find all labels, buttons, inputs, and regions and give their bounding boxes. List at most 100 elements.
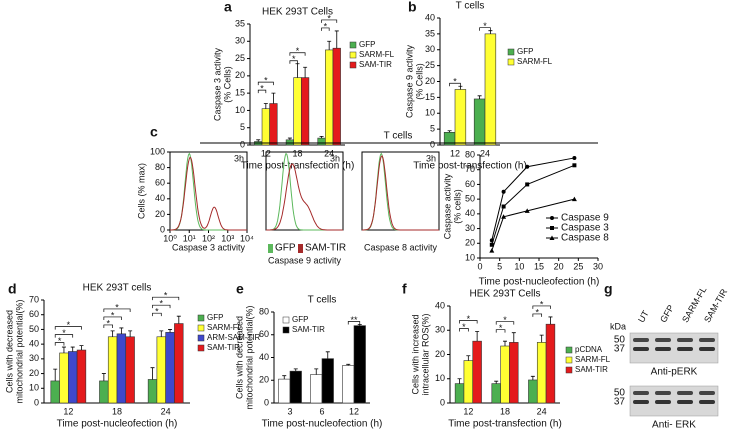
- x-axis-label: Time post-nucleofection (h): [57, 419, 178, 430]
- series-line: [491, 198, 575, 251]
- error-bar: [334, 30, 339, 49]
- y-tick-label: 20: [235, 70, 245, 80]
- legend-swatch: [349, 51, 357, 59]
- blot-band: [655, 347, 671, 351]
- y-tick-label: 35: [425, 28, 435, 38]
- error-bar: [271, 92, 276, 104]
- significance-label: *: [483, 21, 487, 31]
- y-tick-label: 40: [435, 300, 445, 310]
- significance-label: *: [324, 21, 328, 31]
- x-tick-label: 25: [573, 261, 583, 271]
- y-axis-label: (% Cells): [222, 66, 232, 103]
- x-tick-label: 3: [287, 406, 292, 416]
- x-tick-label: 10¹: [183, 233, 196, 243]
- legend-label: GFP: [275, 243, 296, 254]
- y-tick-label: 80: [155, 162, 165, 172]
- bar: [174, 323, 184, 404]
- y-tick-label: 15: [235, 88, 245, 98]
- bar: [473, 98, 486, 146]
- marker: [501, 189, 506, 194]
- error-bar: [466, 355, 471, 361]
- y-tick-label: 60: [259, 329, 269, 339]
- legend-label: SAM-TIR: [292, 325, 325, 334]
- legend-label: pCDNA: [575, 345, 603, 354]
- legend-label: Caspase 8: [561, 233, 609, 244]
- significance-bracket: [257, 81, 274, 86]
- significance-label: *: [155, 307, 159, 317]
- legend-swatch: [349, 41, 357, 49]
- bar: [76, 349, 87, 404]
- legend-swatch: [565, 346, 573, 354]
- legend-swatch: [197, 334, 205, 342]
- y-tick-label: 0: [160, 224, 165, 234]
- y-tick-label: 10: [29, 383, 39, 393]
- y-tick-label: 40: [29, 339, 39, 349]
- legend-label: ARM-SAM-TIR: [207, 333, 261, 342]
- error-bar: [494, 380, 499, 384]
- x-tick-label: 18: [500, 406, 510, 416]
- y-tick-label: 30: [465, 223, 475, 233]
- significance-bracket: [289, 60, 298, 64]
- y-tick-label: 40: [155, 193, 165, 203]
- x-tick-label: 12: [450, 148, 460, 158]
- significance-bracket: [459, 328, 469, 332]
- y-tick-label: 5: [430, 124, 435, 134]
- legend-label: GFP: [359, 40, 375, 49]
- error-bar: [319, 135, 324, 139]
- x-tick-label: 15: [534, 261, 544, 271]
- bar: [165, 332, 175, 404]
- blot-band: [699, 391, 715, 395]
- significance-bracket: [54, 326, 82, 330]
- legend-label: Caspase 3: [561, 223, 609, 234]
- x-tick-label: 10⁴: [240, 233, 254, 243]
- y-tick-label: 20: [425, 76, 435, 86]
- error-bar: [110, 330, 115, 337]
- y-tick-label: 10: [465, 252, 475, 262]
- legend-marker: [550, 216, 554, 220]
- x-axis-label: Time post-transfection (h): [413, 161, 527, 172]
- bar: [278, 378, 291, 404]
- significance-label: *: [62, 328, 66, 338]
- significance-bracket: [479, 27, 491, 31]
- legend-label: GFP: [292, 315, 308, 324]
- marker: [501, 214, 507, 219]
- time-annotation: 3h: [426, 153, 436, 163]
- bar: [491, 383, 501, 404]
- y-tick-label: 30: [29, 353, 39, 363]
- y-axis-label: intracellular ROS(%): [420, 313, 430, 395]
- error-bar: [548, 316, 553, 325]
- x-tick-label: 10: [514, 261, 524, 271]
- y-tick-label: 0: [264, 397, 269, 407]
- bar: [156, 336, 166, 404]
- y-axis-label: (% cells): [452, 189, 462, 224]
- marker: [572, 155, 577, 160]
- blot-band: [655, 391, 671, 395]
- chart-title: T cells: [456, 1, 485, 12]
- error-bar: [475, 331, 480, 342]
- unit-label: kDa: [610, 321, 626, 331]
- x-tick-label: 24: [537, 406, 547, 416]
- series-line: [491, 157, 575, 241]
- y-tick-label: 100: [150, 146, 165, 156]
- significance-label: *: [264, 76, 268, 86]
- x-axis-label: Caspase 8 activity: [364, 242, 438, 252]
- series-line: [491, 164, 575, 245]
- error-bar: [159, 330, 164, 337]
- legend-swatch: [197, 344, 205, 352]
- blot-band: [655, 400, 671, 404]
- blot-band: [699, 338, 715, 342]
- error-bar: [303, 66, 308, 78]
- error-bar: [53, 368, 58, 381]
- significance-bracket: [54, 334, 74, 338]
- bar: [50, 380, 60, 404]
- y-tick-label: 10: [435, 373, 445, 383]
- error-bar: [293, 368, 298, 372]
- blot-band: [699, 347, 715, 351]
- bar: [321, 358, 334, 404]
- y-tick-label: 30: [425, 44, 435, 54]
- bar: [325, 49, 334, 146]
- bar: [289, 370, 302, 404]
- significance-label: *: [453, 77, 457, 87]
- blot-caption: Anti- ERK: [652, 420, 696, 430]
- y-axis-label: mitochondrial potential(%): [244, 305, 254, 409]
